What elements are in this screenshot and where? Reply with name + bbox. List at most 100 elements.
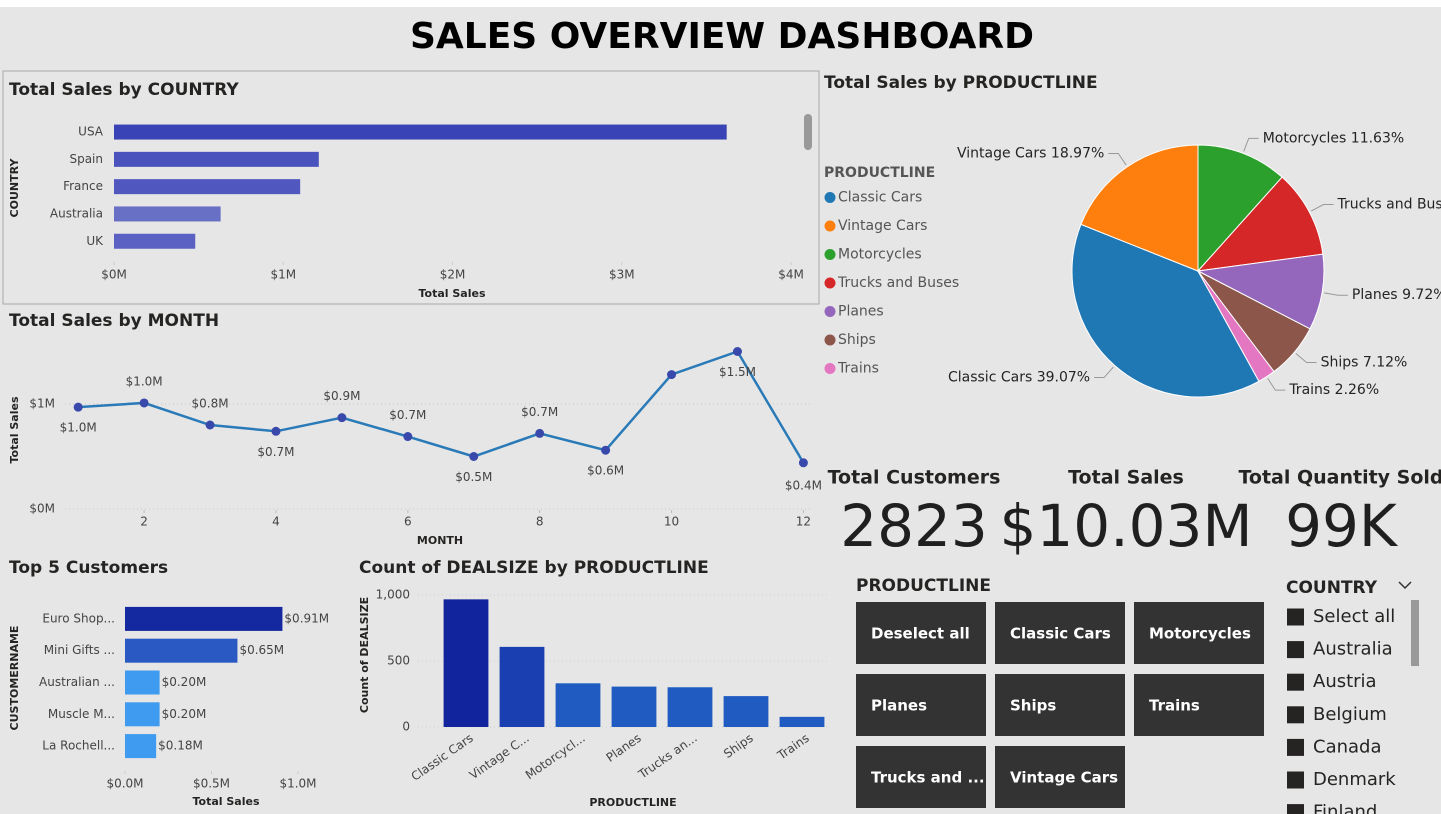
pie-label-value: 7.12% xyxy=(1363,355,1407,371)
bar xyxy=(125,670,160,695)
dashboard-title: SALES OVERVIEW DASHBOARD xyxy=(410,16,1034,57)
bar xyxy=(125,606,283,631)
slicer-button[interactable] xyxy=(1134,602,1264,664)
pie-label-name: Classic Cars xyxy=(948,370,1032,386)
slicer-button[interactable] xyxy=(995,746,1125,808)
x-tick-label: 2 xyxy=(140,515,148,529)
pie-label-value: 2.26% xyxy=(1335,382,1379,398)
x-tick-label: 4 xyxy=(272,515,280,529)
x-tick-label: Trucks an... xyxy=(635,731,700,782)
checkbox[interactable] xyxy=(1287,771,1304,789)
x-tick-label: $0.5M xyxy=(193,777,230,791)
x-axis-label: Total Sales xyxy=(192,795,259,808)
pie-label-name: Motorcycles xyxy=(1263,130,1347,146)
bar xyxy=(555,683,601,727)
slicer-button[interactable] xyxy=(1134,674,1264,736)
checkbox[interactable] xyxy=(1287,608,1304,626)
legend-title: PRODUCTLINE xyxy=(824,165,935,181)
checkbox-label: Belgium xyxy=(1313,704,1387,725)
legend-marker xyxy=(824,220,836,232)
data-label: $0.7M xyxy=(389,408,426,422)
data-point xyxy=(667,370,677,380)
bar xyxy=(125,702,160,727)
kpi-label: Total Sales xyxy=(1068,467,1184,489)
leader-line xyxy=(1310,204,1334,212)
data-point xyxy=(139,398,149,408)
x-tick-label: Vintage C... xyxy=(467,731,532,782)
checkbox-label: Austria xyxy=(1313,671,1377,692)
data-point xyxy=(205,420,215,430)
y-tick-label: $1M xyxy=(29,397,55,411)
checkbox-label: Finland xyxy=(1313,802,1377,814)
x-tick-label: Trains xyxy=(774,731,812,763)
kpi-label: Total Quantity Sold xyxy=(1238,467,1441,489)
checkbox[interactable] xyxy=(1287,738,1304,756)
slicer-button[interactable] xyxy=(995,674,1125,736)
x-tick-label: $2M xyxy=(440,268,466,282)
slicer-button[interactable] xyxy=(856,746,986,808)
bar xyxy=(114,233,196,249)
x-tick-label: Classic Cars xyxy=(409,731,476,784)
bar xyxy=(114,124,727,140)
slicer-title: PRODUCTLINE xyxy=(856,576,991,596)
data-label: $0.7M xyxy=(521,405,558,419)
leader-line xyxy=(1243,137,1259,152)
pie-slice xyxy=(1196,253,1325,330)
legend-label: Trains xyxy=(837,361,879,377)
legend-marker xyxy=(824,192,836,203)
bar xyxy=(667,687,713,727)
pie-label-name: Vintage Cars xyxy=(957,145,1046,161)
legend-marker xyxy=(824,249,836,260)
y-axis-label: COUNTRY xyxy=(8,158,21,218)
legend-marker xyxy=(824,306,836,317)
checkbox[interactable] xyxy=(1287,804,1304,814)
chart-title: Total Sales by MONTH xyxy=(9,311,219,331)
x-tick-label: Planes xyxy=(604,731,644,765)
dropdown-chevron[interactable] xyxy=(1398,581,1412,590)
data-label: $0.20M xyxy=(162,707,207,721)
checkbox[interactable] xyxy=(1287,641,1304,659)
y-tick-label: Spain xyxy=(69,152,103,166)
slicer-button[interactable] xyxy=(856,602,986,664)
bar xyxy=(114,151,319,167)
x-tick-label: $0M xyxy=(101,268,127,282)
data-label: $0.18M xyxy=(158,739,203,753)
line-series xyxy=(78,349,805,464)
data-label: $0.91M xyxy=(284,611,329,625)
slicer-button-label: Motorcycles xyxy=(1149,625,1251,643)
x-tick-label: Ships xyxy=(721,731,756,761)
y-tick-label: UK xyxy=(86,234,104,248)
bar xyxy=(114,179,301,195)
checkbox[interactable] xyxy=(1287,673,1304,691)
bar xyxy=(779,716,825,727)
pie-label-name: Trains xyxy=(1288,382,1330,398)
x-tick-label: 8 xyxy=(536,515,544,529)
x-tick-label: $3M xyxy=(609,268,635,282)
x-tick-label: $1M xyxy=(270,268,296,282)
pie-label: Planes 9.72% xyxy=(1352,287,1441,303)
data-point xyxy=(271,426,281,436)
slicer-button-label: Planes xyxy=(871,697,927,715)
data-point xyxy=(73,402,83,412)
x-tick-label: $4M xyxy=(778,268,804,282)
y-tick-label: Australian ... xyxy=(39,675,115,689)
kpi-value: 99K xyxy=(1285,492,1399,560)
y-tick-label: Euro Shop... xyxy=(42,611,115,625)
legend-label: Vintage Cars xyxy=(838,218,927,234)
x-tick-label: 12 xyxy=(796,515,811,529)
checkbox[interactable] xyxy=(1287,706,1304,724)
bar xyxy=(443,599,489,727)
bar xyxy=(114,206,221,222)
slicer-button[interactable] xyxy=(995,602,1125,664)
slicer-button[interactable] xyxy=(856,674,986,736)
bar xyxy=(125,638,238,663)
data-point xyxy=(337,413,347,423)
bar xyxy=(723,696,769,727)
y-axis-label: CUSTOMERNAME xyxy=(8,626,21,731)
pie-label-value: 18.97% xyxy=(1051,145,1104,161)
y-tick-label: 0 xyxy=(402,720,410,734)
kpi-value: $10.03M xyxy=(1000,492,1253,560)
legend-marker xyxy=(824,277,836,289)
legend-label: Motorcycles xyxy=(838,247,922,263)
checkbox-label: Australia xyxy=(1313,639,1393,660)
